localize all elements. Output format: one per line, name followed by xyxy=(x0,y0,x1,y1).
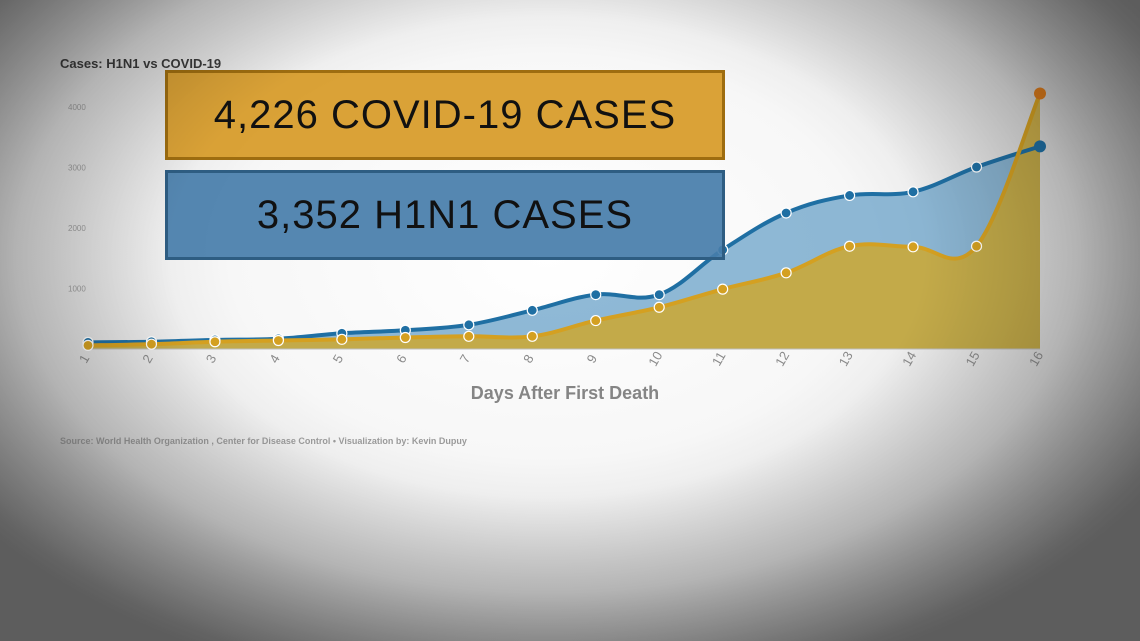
covid-data-point xyxy=(336,333,348,345)
x-tick-label: 15 xyxy=(963,349,983,369)
covid-area xyxy=(88,93,1040,349)
h1n1-data-point xyxy=(526,304,538,316)
x-tick-label: 14 xyxy=(899,349,919,369)
h1n1-data-point xyxy=(1034,140,1046,153)
x-tick-label: 13 xyxy=(836,349,856,369)
x-tick-label: 8 xyxy=(520,352,537,366)
covid-data-point xyxy=(209,336,221,348)
covid-data-point xyxy=(463,330,475,342)
x-tick-label: 4 xyxy=(266,352,283,366)
covid-data-point xyxy=(1034,87,1046,100)
x-tick-label: 9 xyxy=(584,352,601,366)
x-tick-label: 1 xyxy=(76,352,93,366)
covid-data-point xyxy=(843,240,856,252)
covid-data-point xyxy=(970,240,983,252)
y-tick-label: 3000 xyxy=(68,164,86,173)
covid-cases-callout: 4,226 COVID-19 CASES xyxy=(165,70,725,160)
x-tick-label: 6 xyxy=(393,352,410,366)
x-tick-label: 3 xyxy=(203,352,220,366)
h1n1-cases-callout: 3,352 H1N1 CASES xyxy=(165,170,725,260)
chart-title: Cases: H1N1 vs COVID-19 xyxy=(60,56,222,71)
covid-data-point xyxy=(399,331,411,344)
covid-data-point xyxy=(907,241,919,253)
covid-data-point xyxy=(590,314,602,327)
y-tick-label: 4000 xyxy=(68,103,86,112)
x-tick-label: 11 xyxy=(709,349,729,368)
x-tick-label: 7 xyxy=(457,352,474,366)
h1n1-data-point xyxy=(907,186,919,198)
x-tick-label: 12 xyxy=(772,349,792,369)
covid-data-point xyxy=(82,339,94,351)
x-tick-label: 2 xyxy=(139,352,156,366)
x-axis-title: Days After First Death xyxy=(470,383,660,403)
h1n1-data-point xyxy=(843,189,856,202)
h1n1-data-point xyxy=(780,207,792,219)
y-tick-label: 1000 xyxy=(68,285,86,294)
y-tick-label: 2000 xyxy=(68,224,86,233)
x-tick-label: 5 xyxy=(330,352,347,366)
x-tick-label: 16 xyxy=(1026,349,1046,369)
h1n1-data-point xyxy=(970,161,983,173)
covid-data-point xyxy=(717,283,729,295)
covid-data-point xyxy=(526,330,538,342)
x-tick-label: 10 xyxy=(645,349,665,369)
covid-data-point xyxy=(272,334,284,347)
covid-data-point xyxy=(145,338,158,350)
h1n1-data-point xyxy=(590,288,602,301)
covid-data-point xyxy=(653,301,665,313)
source-note: Source: World Health Organization , Cent… xyxy=(60,436,467,446)
covid-cases-label: 4,226 COVID-19 CASES xyxy=(213,92,677,137)
h1n1-data-point xyxy=(463,319,475,331)
h1n1-data-point xyxy=(653,288,665,301)
covid-data-point xyxy=(780,267,792,279)
h1n1-cases-label: 3,352 H1N1 CASES xyxy=(256,192,634,237)
